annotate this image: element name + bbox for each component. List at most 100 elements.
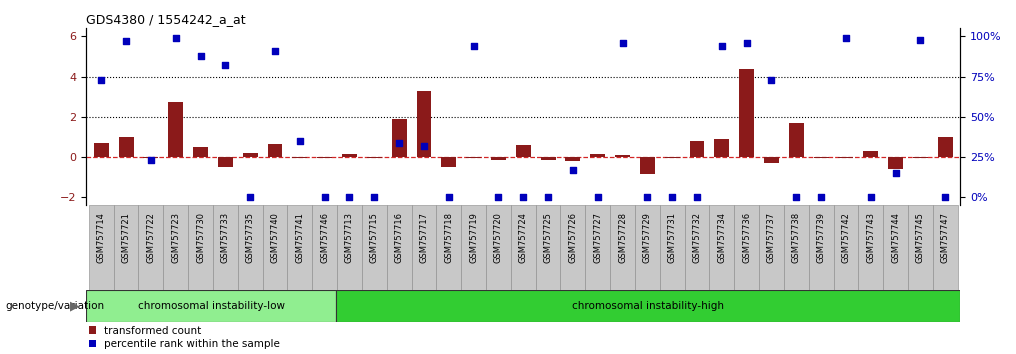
Text: GSM757746: GSM757746 xyxy=(320,212,329,263)
Bar xyxy=(262,205,288,292)
Bar xyxy=(784,205,809,292)
Bar xyxy=(288,205,312,292)
Point xyxy=(317,194,333,200)
Bar xyxy=(164,205,188,292)
Bar xyxy=(143,157,158,159)
Bar xyxy=(362,205,387,292)
Text: GSM757720: GSM757720 xyxy=(494,212,503,263)
Text: GSM757717: GSM757717 xyxy=(420,212,429,263)
Bar xyxy=(193,147,208,157)
Point xyxy=(689,194,705,200)
Point xyxy=(366,194,382,200)
Bar xyxy=(387,205,411,292)
Point xyxy=(217,63,234,68)
Point xyxy=(192,53,208,58)
Point xyxy=(515,194,531,200)
Bar xyxy=(267,144,282,157)
Text: GDS4380 / 1554242_a_at: GDS4380 / 1554242_a_at xyxy=(86,13,246,26)
Bar xyxy=(466,157,481,159)
Bar xyxy=(342,154,357,157)
Text: GSM757732: GSM757732 xyxy=(693,212,701,263)
Bar xyxy=(411,205,436,292)
Bar xyxy=(138,205,164,292)
Text: GSM757721: GSM757721 xyxy=(122,212,131,263)
Text: GSM757733: GSM757733 xyxy=(220,212,230,263)
Text: GSM757731: GSM757731 xyxy=(668,212,677,263)
Bar xyxy=(461,205,486,292)
Bar xyxy=(933,205,958,292)
Point xyxy=(267,48,283,54)
Bar xyxy=(938,137,953,157)
Bar xyxy=(859,205,883,292)
Text: GSM757739: GSM757739 xyxy=(817,212,826,263)
Bar xyxy=(367,157,382,159)
Point xyxy=(441,194,457,200)
Bar xyxy=(714,139,729,157)
Bar xyxy=(337,205,362,292)
Text: GSM757729: GSM757729 xyxy=(643,212,652,263)
Bar xyxy=(566,157,580,161)
Bar xyxy=(93,143,109,157)
Point xyxy=(713,43,729,49)
Point xyxy=(615,40,631,46)
Text: GSM757728: GSM757728 xyxy=(618,212,627,263)
Bar xyxy=(908,205,933,292)
Bar xyxy=(883,205,908,292)
Bar xyxy=(759,205,784,292)
Bar xyxy=(809,205,833,292)
Text: GSM757738: GSM757738 xyxy=(791,212,801,263)
Bar xyxy=(312,205,337,292)
Text: GSM757714: GSM757714 xyxy=(97,212,106,263)
Point xyxy=(813,194,829,200)
Bar xyxy=(535,205,561,292)
Text: GSM757727: GSM757727 xyxy=(593,212,602,263)
Text: GSM757719: GSM757719 xyxy=(469,212,479,263)
Bar xyxy=(561,205,585,292)
Point xyxy=(763,77,779,82)
Bar xyxy=(541,157,556,160)
Text: GSM757736: GSM757736 xyxy=(742,212,751,263)
Bar xyxy=(336,290,960,322)
Bar xyxy=(838,157,853,159)
Text: GSM757745: GSM757745 xyxy=(915,212,925,263)
Bar xyxy=(436,205,461,292)
Bar xyxy=(119,137,133,157)
Point xyxy=(639,194,655,200)
Bar xyxy=(441,157,456,167)
Text: genotype/variation: genotype/variation xyxy=(5,301,105,311)
Text: GSM757725: GSM757725 xyxy=(544,212,553,263)
Text: GSM757734: GSM757734 xyxy=(717,212,726,263)
Text: GSM757718: GSM757718 xyxy=(444,212,453,263)
Bar xyxy=(317,157,332,159)
Bar xyxy=(238,205,262,292)
Bar xyxy=(392,119,406,157)
Text: GSM757722: GSM757722 xyxy=(146,212,155,263)
Text: GSM757747: GSM757747 xyxy=(941,212,950,263)
Point xyxy=(589,194,606,200)
Point xyxy=(887,170,903,176)
Bar xyxy=(590,154,606,157)
Point xyxy=(912,37,929,42)
Text: GSM757715: GSM757715 xyxy=(370,212,379,263)
Bar xyxy=(709,205,735,292)
Bar xyxy=(913,157,928,159)
Bar xyxy=(491,157,506,160)
Bar xyxy=(217,157,233,167)
Bar xyxy=(888,157,903,169)
Point xyxy=(565,167,581,173)
Text: GSM757742: GSM757742 xyxy=(841,212,850,263)
Point xyxy=(491,194,507,200)
Bar xyxy=(213,205,238,292)
Point xyxy=(391,140,407,145)
Text: GSM757740: GSM757740 xyxy=(270,212,279,263)
Bar xyxy=(764,157,779,163)
Bar xyxy=(516,145,530,157)
Bar xyxy=(664,157,680,159)
Text: GSM757723: GSM757723 xyxy=(172,212,180,263)
Text: GSM757743: GSM757743 xyxy=(867,212,875,263)
Text: GSM757737: GSM757737 xyxy=(767,212,776,263)
Point xyxy=(739,40,755,46)
Bar xyxy=(615,155,630,157)
Bar xyxy=(685,205,709,292)
Text: GSM757713: GSM757713 xyxy=(345,212,354,263)
